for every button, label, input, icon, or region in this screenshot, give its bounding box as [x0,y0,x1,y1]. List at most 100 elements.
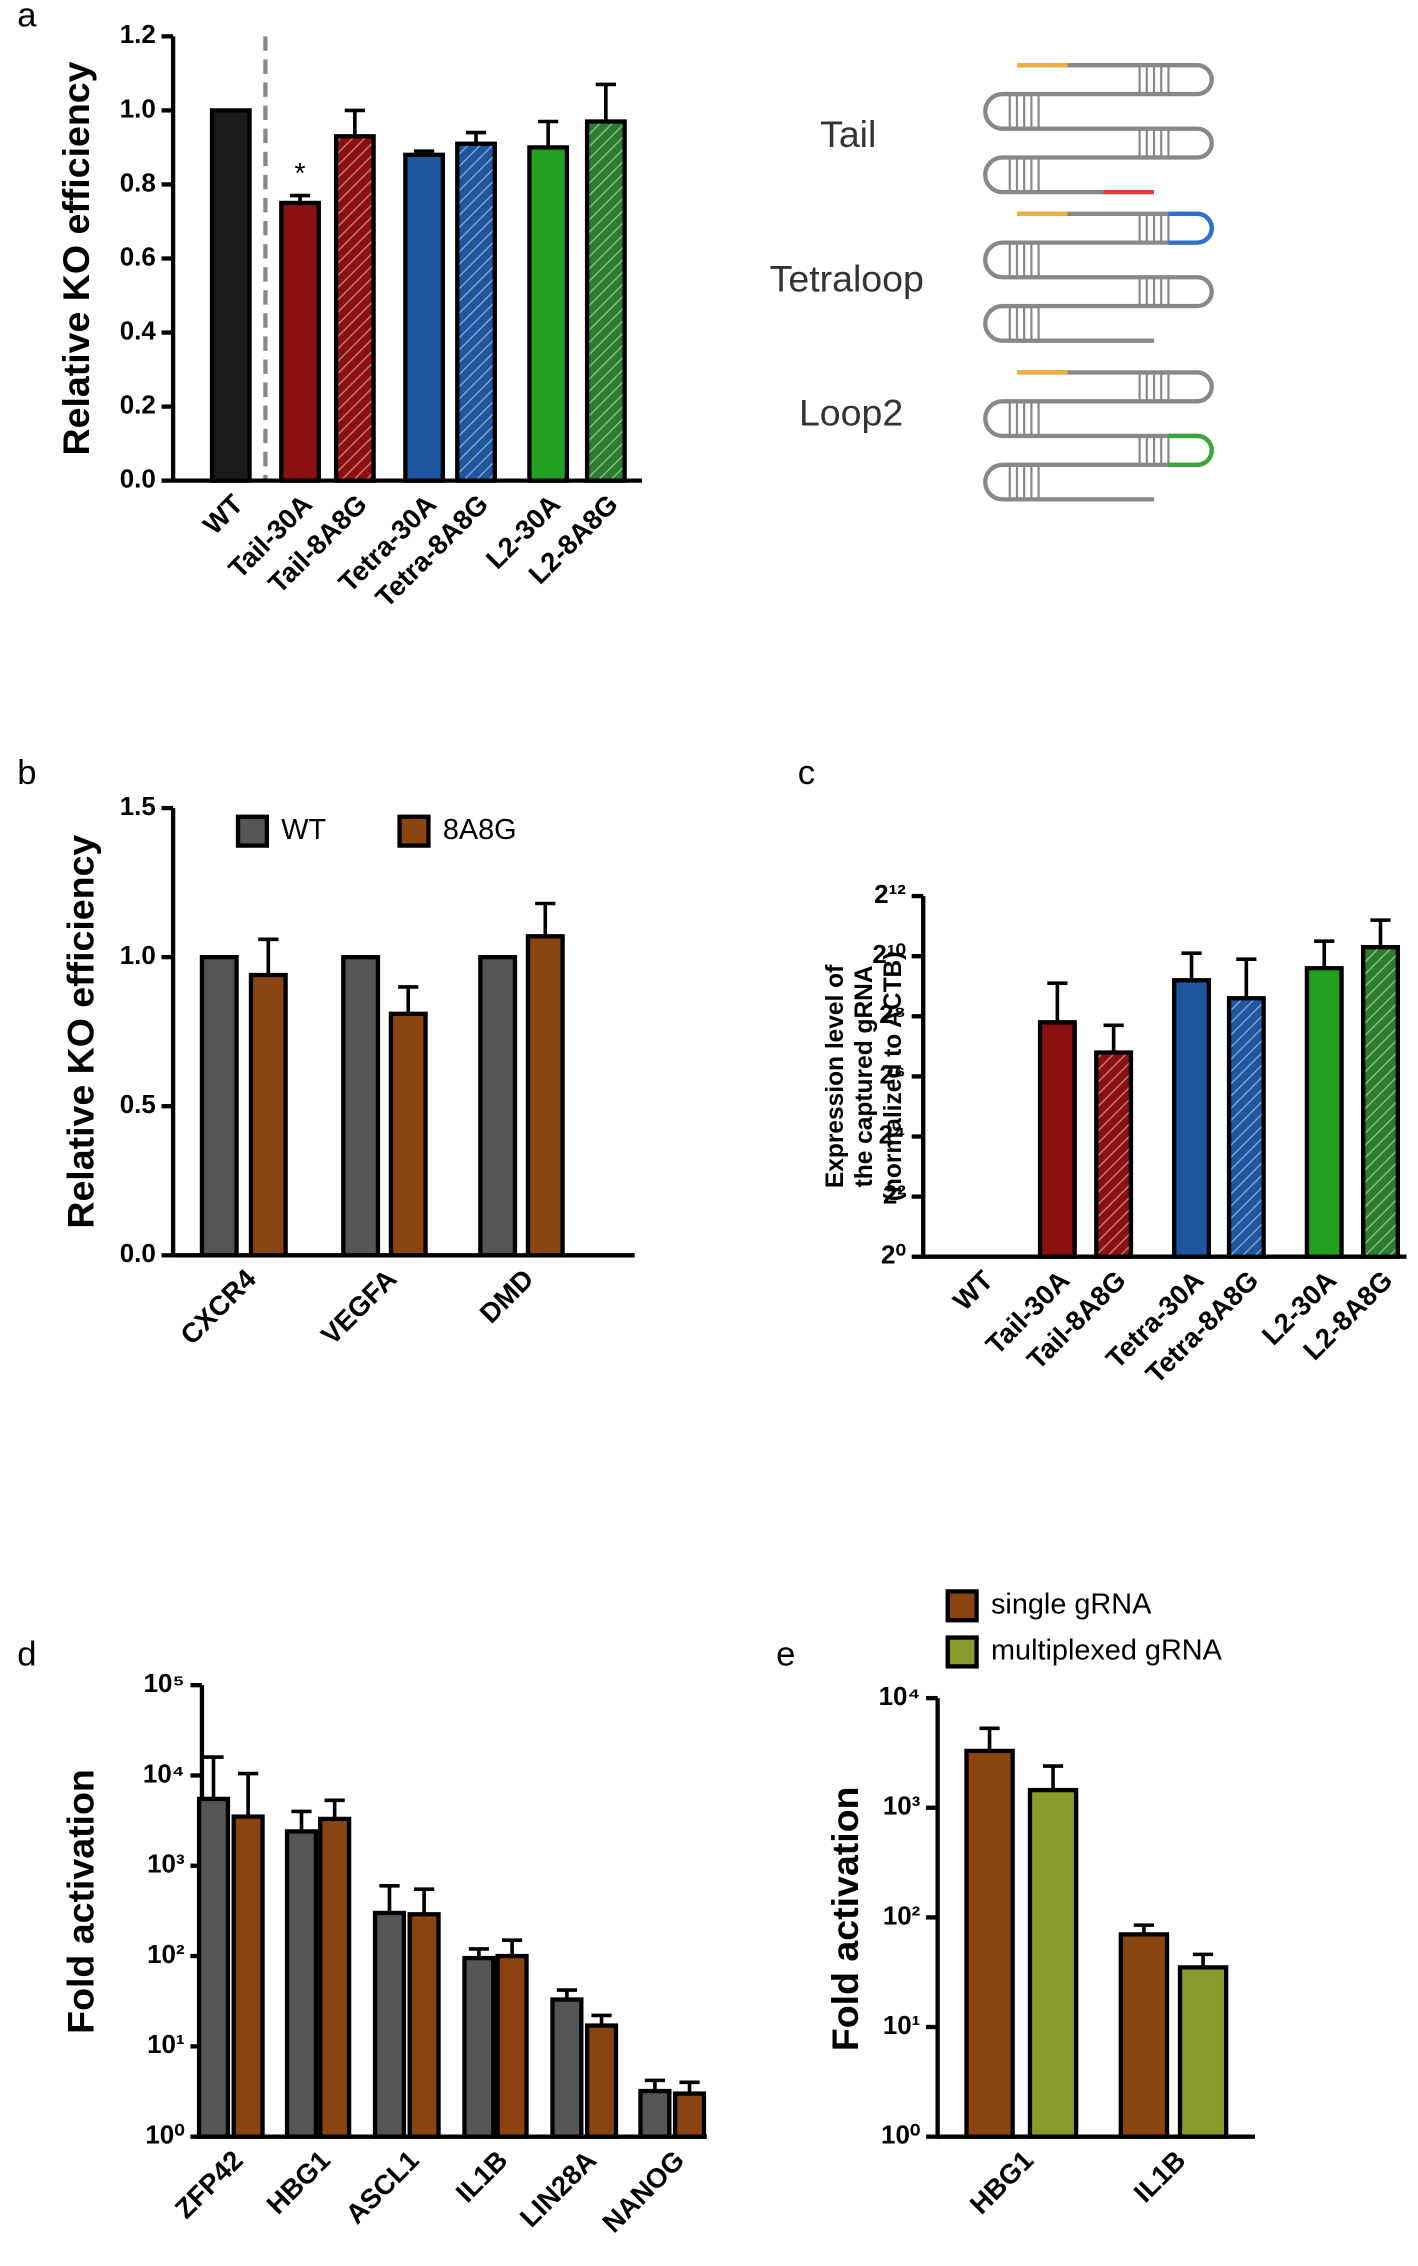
y-tick-label: 2⁸ [879,999,906,1029]
error-bar [414,149,435,155]
error-bar [501,1938,523,1957]
y-tick-label: 1.5 [120,791,156,821]
bar [318,1816,352,2139]
y-tick-label: 10³ [883,1791,921,1821]
y-axis-label: the captured gRNA [851,965,878,1187]
x-tick-label: VEGFA [315,1263,403,1351]
bar [248,972,288,1258]
bar [1027,1787,1079,2139]
error-bar [238,1771,259,1817]
bar [333,134,376,483]
y-tick-label: 1.0 [120,940,156,970]
x-tick-label: ASCL1 [339,2144,424,2229]
y-axis-label: Expression level of [822,964,849,1188]
bar [1118,1932,1170,2139]
error-bar [535,901,556,937]
error-bar [979,1726,1000,1751]
error-bar [203,1755,224,1799]
y-tick-label: 0.5 [120,1089,156,1119]
diagram-label: Tetraloop [770,257,924,299]
bar [372,1910,407,2139]
bar [231,1814,265,2139]
panel-label: d [17,1635,36,1673]
error-bar [291,1809,312,1832]
x-tick-label: LIN28A [514,2144,603,2233]
bar [279,200,321,483]
y-axis-label: (normalized to ACTB) [880,952,907,1202]
legend-label: 8A8G [443,814,517,846]
y-axis-label: Relative KO efficiency [55,61,97,455]
error-bar [538,119,559,148]
legend-swatch [235,814,270,848]
y-tick-label: 10⁰ [145,2120,184,2150]
error-bar [465,130,487,144]
bar [199,954,239,1258]
y-tick-label: 1.0 [120,93,156,123]
diagram-label: Loop2 [799,392,903,434]
bar [1177,1965,1229,2139]
bar [407,1912,441,2139]
error-bar [1370,918,1391,948]
bar [403,152,446,483]
x-tick-label: IL1B [1128,2144,1192,2208]
x-tick-label: HBG1 [260,2144,336,2220]
y-tick-label: 0.0 [120,464,156,494]
legend-swatch [945,1589,979,1623]
bar [638,2088,672,2139]
y-tick-label: 0.4 [120,315,157,345]
legend-label: WT [281,814,326,846]
y-tick-label: 2¹⁰ [872,939,905,969]
y-tick-label: 2⁶ [880,1059,906,1089]
error-bar [1047,981,1068,1023]
y-tick-label: 10³ [147,1849,185,1879]
error-bar [679,2080,700,2094]
y-tick-label: 10⁴ [879,1681,921,1711]
error-bar [1181,951,1202,981]
y-tick-label: 2⁴ [879,1119,906,1149]
y-tick-label: 0.0 [120,1238,156,1268]
error-bar [289,193,311,203]
error-bar [1133,1923,1155,1935]
legend-label: multiplexed gRNA [991,1635,1223,1667]
error-bar [644,2078,666,2092]
legend-swatch [397,814,431,848]
bar [964,1748,1015,2139]
tetraloop-segment [1168,211,1214,245]
loop2-segment [1168,433,1214,467]
x-tick-label: HBG1 [964,2144,1040,2220]
error-bar [379,1883,400,1913]
x-tick-label: DMD [473,1263,539,1329]
bar [584,2023,619,2139]
panel-label: b [17,754,36,792]
y-tick-label: 2⁰ [881,1240,906,1270]
y-axis-label: Fold activation [60,1769,102,2034]
y-tick-label: 0.6 [120,241,156,271]
bar [672,2091,707,2139]
bar [495,1953,529,2139]
error-bar [1103,1023,1124,1053]
error-bar [324,1798,345,1819]
bar [284,1829,319,2139]
bar [1094,1050,1134,1259]
error-bar [398,985,419,1014]
bar [1172,978,1211,1259]
bar [525,934,565,1258]
y-tick-label: 10⁴ [143,1758,185,1788]
error-bar [556,1988,578,2000]
x-tick-label: WT [197,488,249,540]
bar [527,145,570,483]
error-bar [595,82,616,122]
error-bar [344,108,365,137]
bar [455,141,497,483]
bar [1226,996,1266,1259]
bar [1037,1020,1077,1259]
panel-label: e [776,1635,795,1673]
y-axis-label: Relative KO efficiency [60,835,102,1229]
x-tick-label: CXCR4 [174,1262,262,1350]
y-tick-label: 10¹ [147,2029,185,2059]
y-tick-label: 10⁰ [881,2120,920,2150]
y-tick-label: 0.8 [120,167,156,197]
legend-label: single gRNA [991,1588,1152,1620]
